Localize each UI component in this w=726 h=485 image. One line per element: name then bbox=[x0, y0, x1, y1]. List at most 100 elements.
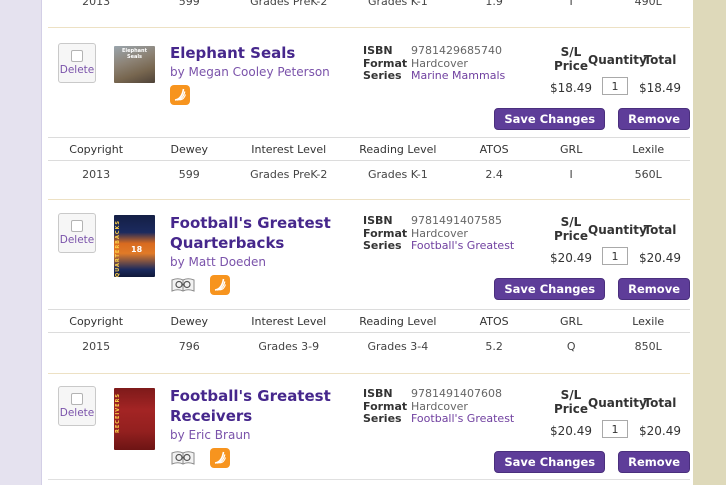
cart-content: 2013 599 Grades PreK-2 Grades K-1 1.9 I … bbox=[48, 0, 690, 485]
delete-button[interactable]: Delete bbox=[58, 213, 96, 253]
total-value: $18.49 bbox=[639, 81, 681, 95]
detail-cell: 2013 bbox=[82, 167, 111, 181]
detail-cell: 560L bbox=[634, 167, 662, 181]
item-divider bbox=[48, 27, 690, 28]
capstone-interactive-icon bbox=[210, 448, 230, 468]
detail-cell: 2.4 bbox=[485, 167, 503, 181]
isbn-label: ISBN bbox=[363, 214, 393, 227]
book-info: Football's Greatest Quarterbacks by Matt… bbox=[170, 213, 355, 295]
format-value: Hardcover bbox=[411, 399, 468, 413]
book-info: Elephant Seals by Megan Cooley Peterson bbox=[170, 43, 355, 105]
cart-item-elephant-seals: Delete Elephant Seals Elephant Seals by … bbox=[48, 43, 690, 137]
detail-table-partial bbox=[48, 479, 690, 485]
delete-label: Delete bbox=[59, 64, 95, 76]
isbn-value: 9781429685740 bbox=[411, 44, 502, 57]
detail-cell: 490L bbox=[634, 0, 662, 8]
quantity-header: Quantity bbox=[588, 396, 647, 410]
book-meta: ISBN 9781491407585 Format Hardcover Series… bbox=[363, 214, 515, 253]
remove-button[interactable]: Remove bbox=[618, 108, 690, 130]
series-link[interactable]: Football's Greatest bbox=[411, 412, 515, 425]
detail-cell: Grades K-1 bbox=[367, 167, 428, 181]
detail-row-partial: 2013 599 Grades PreK-2 Grades K-1 1.9 I … bbox=[48, 0, 690, 10]
cover-caption: RECEIVERS bbox=[115, 393, 121, 433]
remove-button[interactable]: Remove bbox=[618, 451, 690, 473]
detail-cell: 850L bbox=[634, 339, 662, 353]
save-changes-button[interactable]: Save Changes bbox=[494, 108, 606, 130]
item-divider bbox=[48, 373, 690, 374]
series-link[interactable]: Football's Greatest bbox=[411, 239, 515, 252]
detail-header: GRL bbox=[560, 314, 583, 328]
detail-header: Lexile bbox=[632, 142, 665, 156]
book-meta: ISBN 9781429685740 Format Hardcover Series… bbox=[363, 44, 506, 83]
format-icons bbox=[170, 448, 355, 468]
detail-cell: Grades PreK-2 bbox=[250, 0, 328, 8]
delete-button[interactable]: Delete bbox=[58, 386, 96, 426]
detail-header: Reading Level bbox=[359, 314, 437, 328]
detail-cell: 599 bbox=[178, 167, 200, 181]
book-title-link[interactable]: Football's Greatest Receivers bbox=[170, 387, 331, 425]
detail-header: GRL bbox=[560, 142, 583, 156]
price-header: S/L Price bbox=[553, 215, 589, 243]
detail-header: ATOS bbox=[479, 314, 509, 328]
price-value: $18.49 bbox=[550, 81, 592, 95]
detail-header: Reading Level bbox=[359, 142, 437, 156]
isbn-value: 9781491407585 bbox=[411, 214, 502, 227]
book-preview-icon[interactable] bbox=[170, 277, 196, 294]
isbn-value: 9781491407608 bbox=[411, 387, 502, 400]
detail-header: Dewey bbox=[170, 314, 208, 328]
book-preview-icon[interactable] bbox=[170, 450, 196, 467]
price-value: $20.49 bbox=[550, 424, 592, 438]
delete-checkbox[interactable] bbox=[71, 50, 83, 62]
series-link[interactable]: Marine Mammals bbox=[411, 69, 506, 82]
format-label: Format bbox=[363, 226, 408, 240]
detail-header: Lexile bbox=[632, 314, 665, 328]
page-right-margin bbox=[693, 0, 726, 485]
book-title-link[interactable]: Football's Greatest Quarterbacks bbox=[170, 214, 331, 252]
book-meta: ISBN 9781491407608 Format Hardcover Series… bbox=[363, 387, 515, 426]
format-label: Format bbox=[363, 56, 408, 70]
quantity-header: Quantity bbox=[588, 53, 647, 67]
book-cover-thumbnail[interactable]: QUARTERBACKS 18 bbox=[114, 215, 155, 277]
detail-cell: I bbox=[569, 167, 573, 181]
delete-label: Delete bbox=[59, 234, 95, 246]
detail-cell: Grades 3-4 bbox=[367, 339, 429, 353]
delete-checkbox[interactable] bbox=[71, 220, 83, 232]
book-cover-thumbnail[interactable]: Elephant Seals bbox=[114, 46, 155, 83]
save-changes-button[interactable]: Save Changes bbox=[494, 278, 606, 300]
cover-caption: Elephant Seals bbox=[122, 48, 147, 60]
cart-item-footballs-greatest-quarterbacks: Delete QUARTERBACKS 18 Football's Greate… bbox=[48, 213, 690, 309]
detail-cell: 2015 bbox=[82, 339, 111, 353]
capstone-interactive-icon bbox=[210, 275, 230, 295]
delete-button[interactable]: Delete bbox=[58, 43, 96, 83]
quantity-input[interactable] bbox=[602, 420, 628, 438]
detail-cell: 796 bbox=[178, 339, 200, 353]
book-title-link[interactable]: Elephant Seals bbox=[170, 44, 296, 62]
item-divider bbox=[48, 199, 690, 200]
cover-jersey-number: 18 bbox=[131, 245, 143, 254]
series-label: Series bbox=[363, 69, 402, 82]
detail-cell: 2013 bbox=[82, 0, 111, 8]
book-author: by Matt Doeden bbox=[170, 255, 267, 269]
quantity-input[interactable] bbox=[602, 77, 628, 95]
quantity-input[interactable] bbox=[602, 247, 628, 265]
page-left-margin bbox=[0, 0, 42, 485]
capstone-interactive-icon bbox=[170, 85, 190, 105]
detail-cell: Q bbox=[566, 339, 576, 353]
remove-button[interactable]: Remove bbox=[618, 278, 690, 300]
total-header: Total bbox=[643, 396, 677, 410]
detail-table: Copyright Dewey Interest Level Reading L… bbox=[48, 137, 690, 187]
detail-cell: Grades PreK-2 bbox=[250, 167, 328, 181]
detail-header: Copyright bbox=[69, 314, 124, 328]
isbn-label: ISBN bbox=[363, 387, 393, 400]
book-cover-thumbnail[interactable]: RECEIVERS bbox=[114, 388, 155, 450]
detail-header: Copyright bbox=[69, 142, 124, 156]
detail-header: Dewey bbox=[170, 142, 208, 156]
save-changes-button[interactable]: Save Changes bbox=[494, 451, 606, 473]
detail-header-row: Copyright Dewey Interest Level Reading L… bbox=[48, 310, 690, 333]
delete-label: Delete bbox=[59, 407, 95, 419]
detail-value-row: 2013 599 Grades PreK-2 Grades K-1 2.4 I … bbox=[48, 161, 690, 187]
format-icons bbox=[170, 85, 355, 105]
price-header: S/L Price bbox=[553, 45, 589, 73]
delete-checkbox[interactable] bbox=[71, 393, 83, 405]
